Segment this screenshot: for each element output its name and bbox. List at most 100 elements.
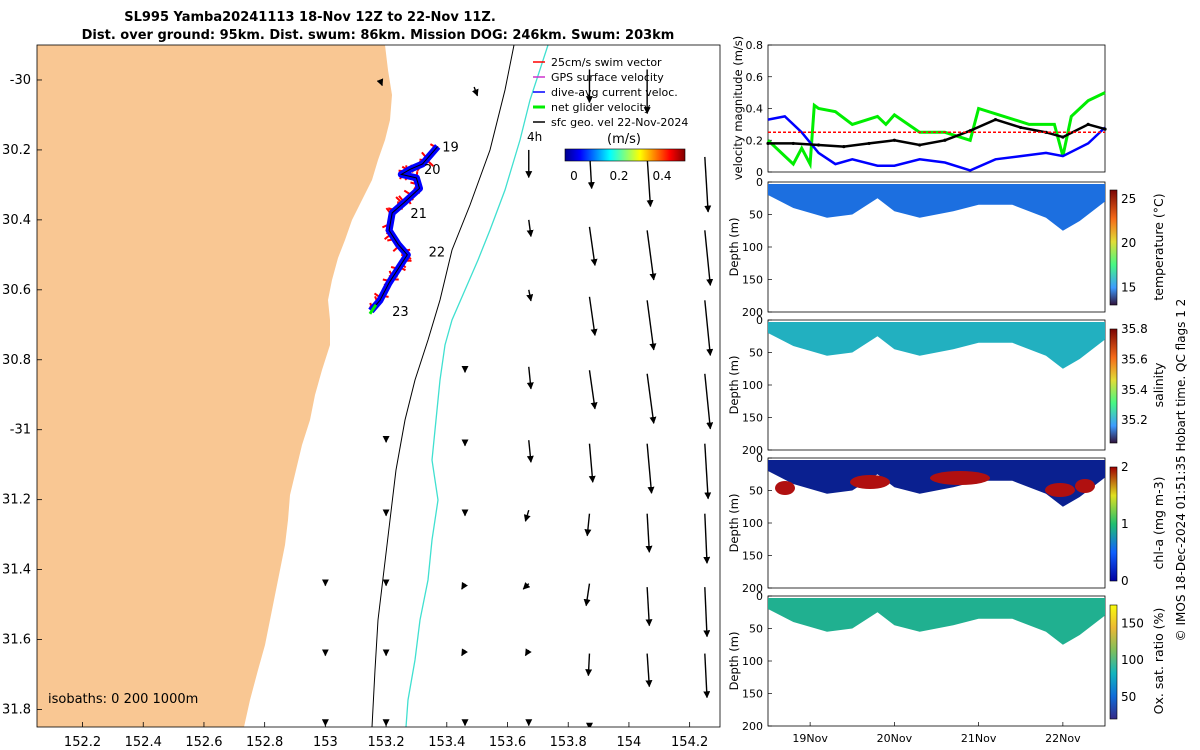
map-x-tick-label: 152.8	[246, 735, 283, 750]
map-y-ticks: -30 30.2 30.4 30.6 30.8 -31 31.2 31.4 31.6 31.8	[2, 73, 42, 718]
speed-colorbar-tick-0: 0	[570, 169, 578, 183]
map-x-ticks: 152.2 152.4 152.6 152.8 153 153.2 153.4 153.6 15…	[64, 722, 708, 750]
section-x-tick-label: 20Nov	[877, 732, 913, 745]
legend-label-geo: sfc geo. vel 22-Nov-2024	[551, 116, 688, 129]
section-y-tick-label: 100	[742, 517, 763, 530]
velocity-point	[968, 129, 972, 133]
geo-vector	[471, 86, 479, 97]
isobath-1000m	[405, 45, 549, 727]
section-colorbar-tick: 15	[1121, 280, 1136, 294]
map-x-tick-label: 154.2	[671, 735, 708, 750]
land-mass	[37, 45, 392, 727]
section-colorbar-label: temperature (°C)	[1151, 193, 1166, 300]
geo-vector	[646, 373, 657, 424]
velocity-point	[993, 118, 998, 122]
chl-max-patch	[930, 471, 990, 485]
map-x-tick-label: 152.2	[64, 735, 101, 750]
velocity-point	[816, 143, 821, 147]
velocity-point	[766, 141, 770, 146]
map-y-tick-label: 31.2	[2, 493, 31, 508]
geo-vector	[645, 653, 653, 688]
section-colorbar	[1109, 328, 1118, 444]
net-velocity-vector	[368, 303, 378, 315]
geo-vector	[461, 648, 468, 657]
geo-vector	[461, 581, 468, 590]
geo-vector	[646, 443, 655, 494]
geo-vector	[703, 513, 711, 564]
section-y-tick-label: 150	[742, 412, 763, 425]
speed-colorbar-bar	[564, 148, 686, 162]
geo-vector	[585, 653, 593, 677]
legend-label-net: net glider velocity	[551, 101, 651, 114]
geo-vector	[526, 366, 534, 390]
geo-vector	[376, 78, 384, 87]
section-colorbar	[1109, 604, 1118, 720]
velocity-point	[791, 141, 795, 146]
section-x-tick-label: 22Nov	[1045, 732, 1081, 745]
section-colorbar-label: salinity	[1151, 362, 1166, 407]
chl-max-patch	[775, 481, 795, 495]
section-colorbar-tick: 35.4	[1121, 383, 1148, 397]
velocity-panel: 0 0.2 0.4 0.6 0.8 velocity magnitude (m/s)	[731, 36, 1107, 180]
section-colorbar-tick: 25	[1121, 192, 1136, 206]
section-x-tick-label: 19Nov	[792, 732, 828, 745]
section-colorbar-label: chl-a (mg m-3)	[1151, 477, 1166, 570]
section-y-tick-label: 150	[742, 550, 763, 563]
geo-vector	[704, 300, 714, 357]
section-y-tick-label: 50	[749, 209, 763, 222]
velocity-point	[1044, 130, 1048, 134]
day-marker-label: 20	[424, 163, 441, 178]
velocity-series-line	[767, 115, 1106, 172]
geo-vector	[522, 582, 531, 590]
velocity-series	[766, 91, 1107, 172]
isobath-0m	[371, 45, 515, 727]
section-colorbar-label: Ox. sat. ratio (%)	[1151, 608, 1166, 715]
map-x-tick-label: 154	[617, 735, 642, 750]
geo-vector	[588, 443, 596, 483]
geo-velocity-vectors	[321, 69, 714, 727]
geo-vector	[646, 156, 654, 208]
geo-vector	[645, 587, 653, 627]
velocity-y-tick-label: 0	[756, 166, 763, 179]
day-marker-label: 23	[392, 305, 409, 320]
map-y-tick-label: 30.2	[2, 143, 31, 158]
map-x-tick-label: 153.2	[367, 735, 404, 750]
chl-max-patch	[1045, 483, 1075, 497]
geo-vector	[524, 648, 532, 657]
section-y-tick-label: 0	[756, 176, 763, 189]
section-colorbar-tick: 35.8	[1121, 322, 1148, 336]
map-y-tick-label: -31	[10, 423, 31, 438]
title-line-1: SL995 Yamba20241113 18-Nov 12Z to 22-Nov…	[124, 10, 496, 25]
section-x-tick-label: 21Nov	[961, 732, 997, 745]
map-y-tick-label: 31.4	[2, 563, 31, 578]
side-credit: © IMOS 18-Dec-2024 01:51:35 Hobart time.…	[1174, 299, 1188, 642]
section-y-tick-label: 100	[742, 379, 763, 392]
geo-vector	[704, 230, 714, 287]
section-y-tick-label: 200	[742, 444, 763, 457]
section-ylabel: Depth (m)	[727, 218, 741, 277]
legend-label-swim: 25cm/s swim vector	[551, 56, 662, 69]
geo-vector	[583, 583, 591, 607]
geo-vector	[588, 370, 598, 410]
section-ylabel: Depth (m)	[727, 632, 741, 691]
map-y-tick-label: 31.6	[2, 633, 31, 648]
section-y-tick-label: 50	[749, 623, 763, 636]
section-y-tick-label: 200	[742, 582, 763, 595]
velocity-point	[842, 145, 846, 149]
velocity-y-tick-label: 0.4	[746, 103, 764, 116]
section-colorbar-tick: 20	[1121, 236, 1136, 250]
geo-vector	[704, 443, 712, 500]
section-y-tick-label: 100	[742, 655, 763, 668]
map-y-tick-label: -30	[10, 73, 31, 88]
section-colorbar-tick: 35.6	[1121, 352, 1148, 366]
speed-colorbar-tick-1: 0.2	[609, 169, 628, 183]
geo-vector	[704, 156, 712, 213]
geo-vector	[526, 289, 534, 302]
map-x-tick-label: 153.6	[489, 735, 526, 750]
time-scale-label: 4h	[527, 130, 542, 144]
section-colorbar-tick: 35.2	[1121, 413, 1148, 427]
section-y-tick-label: 100	[742, 241, 763, 254]
velocity-y-tick-label: 0.6	[746, 71, 764, 84]
chl-max-patch	[1075, 479, 1095, 493]
